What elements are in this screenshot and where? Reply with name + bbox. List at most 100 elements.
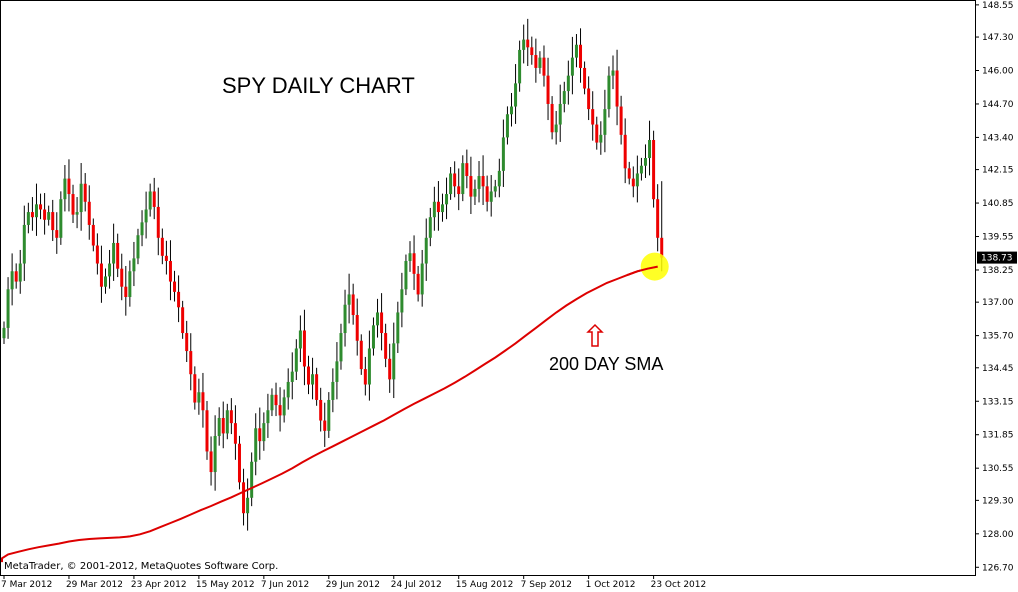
x-tick-label: 7 Sep 2012 <box>521 580 572 590</box>
candle-body <box>558 103 562 125</box>
candle-body <box>400 289 404 313</box>
candle-body <box>343 304 347 334</box>
candle <box>615 49 619 126</box>
candle <box>469 156 473 214</box>
x-tick-label: 1 Oct 2012 <box>586 580 636 590</box>
candle <box>424 218 428 281</box>
candle-body <box>319 399 323 421</box>
candle <box>505 106 509 145</box>
candle-body <box>347 294 351 305</box>
candle <box>343 289 347 347</box>
candle-body <box>327 399 331 431</box>
candle <box>530 36 534 65</box>
candle-body <box>193 374 197 403</box>
candle <box>311 357 315 400</box>
candle-body <box>603 109 607 135</box>
candle-body <box>323 420 327 431</box>
candle-body <box>404 260 408 290</box>
y-tick-label: 148.55 <box>982 1 1014 11</box>
candle <box>639 157 643 181</box>
candle <box>229 398 233 435</box>
candle-body <box>412 253 416 274</box>
y-tick-label: 135.70 <box>982 332 1014 342</box>
candle <box>128 260 132 307</box>
candle-body <box>140 222 144 236</box>
candle-body <box>481 176 485 187</box>
candle-body <box>229 410 233 424</box>
candle-body <box>453 173 457 187</box>
candle-body <box>225 410 229 434</box>
candle-body <box>530 47 534 56</box>
candle-body <box>583 67 587 89</box>
candle-body <box>144 209 148 223</box>
candle-body <box>542 57 546 76</box>
y-tick-label: 128.00 <box>982 530 1014 540</box>
candle-body <box>47 212 51 220</box>
candle-body <box>104 276 107 287</box>
candle-body <box>465 163 469 177</box>
candle <box>79 163 83 231</box>
candle <box>262 412 266 451</box>
candle-body <box>514 83 518 107</box>
candle-body <box>339 333 343 362</box>
candle <box>242 468 246 526</box>
candle-body <box>34 204 38 218</box>
candle-body <box>83 183 87 202</box>
candle <box>201 372 205 428</box>
candle <box>63 165 67 212</box>
candle <box>440 193 444 222</box>
candle-body <box>2 327 6 339</box>
candle <box>205 400 209 460</box>
y-tick-label: 137.00 <box>982 298 1014 308</box>
current-price-tag <box>977 251 1017 264</box>
candle <box>99 245 103 303</box>
plot-frame <box>0 0 976 576</box>
candle-body <box>396 312 400 344</box>
candle-body <box>660 237 664 258</box>
candle-body <box>469 176 473 197</box>
candle <box>392 322 396 399</box>
candle <box>436 181 440 231</box>
candle-body <box>67 178 71 195</box>
candle <box>18 249 22 294</box>
candle-body <box>489 191 493 202</box>
y-tick-label: 133.15 <box>982 397 1014 407</box>
candle <box>10 253 14 306</box>
candle <box>307 355 310 395</box>
candle-body <box>298 330 302 349</box>
candle <box>611 55 615 90</box>
candle <box>538 51 542 74</box>
candle-body <box>302 330 306 367</box>
candle <box>87 185 91 240</box>
y-tick-label: 138.25 <box>982 266 1014 276</box>
candle <box>14 263 18 289</box>
candle-body <box>648 139 652 159</box>
y-tick-label: 134.45 <box>982 364 1014 374</box>
candle-body <box>436 201 440 213</box>
candle <box>497 158 501 198</box>
candle <box>152 177 156 220</box>
candle <box>160 228 164 265</box>
candle <box>583 61 587 95</box>
candle <box>116 233 120 278</box>
candle-body <box>246 497 250 514</box>
candle <box>213 415 217 491</box>
x-tick-label: 23 Apr 2012 <box>131 580 187 590</box>
candle <box>315 367 319 406</box>
candle-body <box>177 291 181 308</box>
x-tick-label: 15 May 2012 <box>196 580 255 590</box>
candle-body <box>185 333 189 352</box>
y-tick-label: 139.55 <box>982 233 1014 243</box>
candle-body <box>209 451 213 473</box>
candle-body <box>457 186 461 195</box>
candle-body <box>359 340 363 370</box>
candle-body <box>270 394 274 411</box>
candle-body <box>380 312 384 334</box>
candle-body <box>282 397 286 416</box>
candle-body <box>156 206 160 238</box>
candle <box>380 293 384 351</box>
candle-body <box>274 394 278 406</box>
candle-body <box>95 245 99 264</box>
candle <box>546 57 550 121</box>
